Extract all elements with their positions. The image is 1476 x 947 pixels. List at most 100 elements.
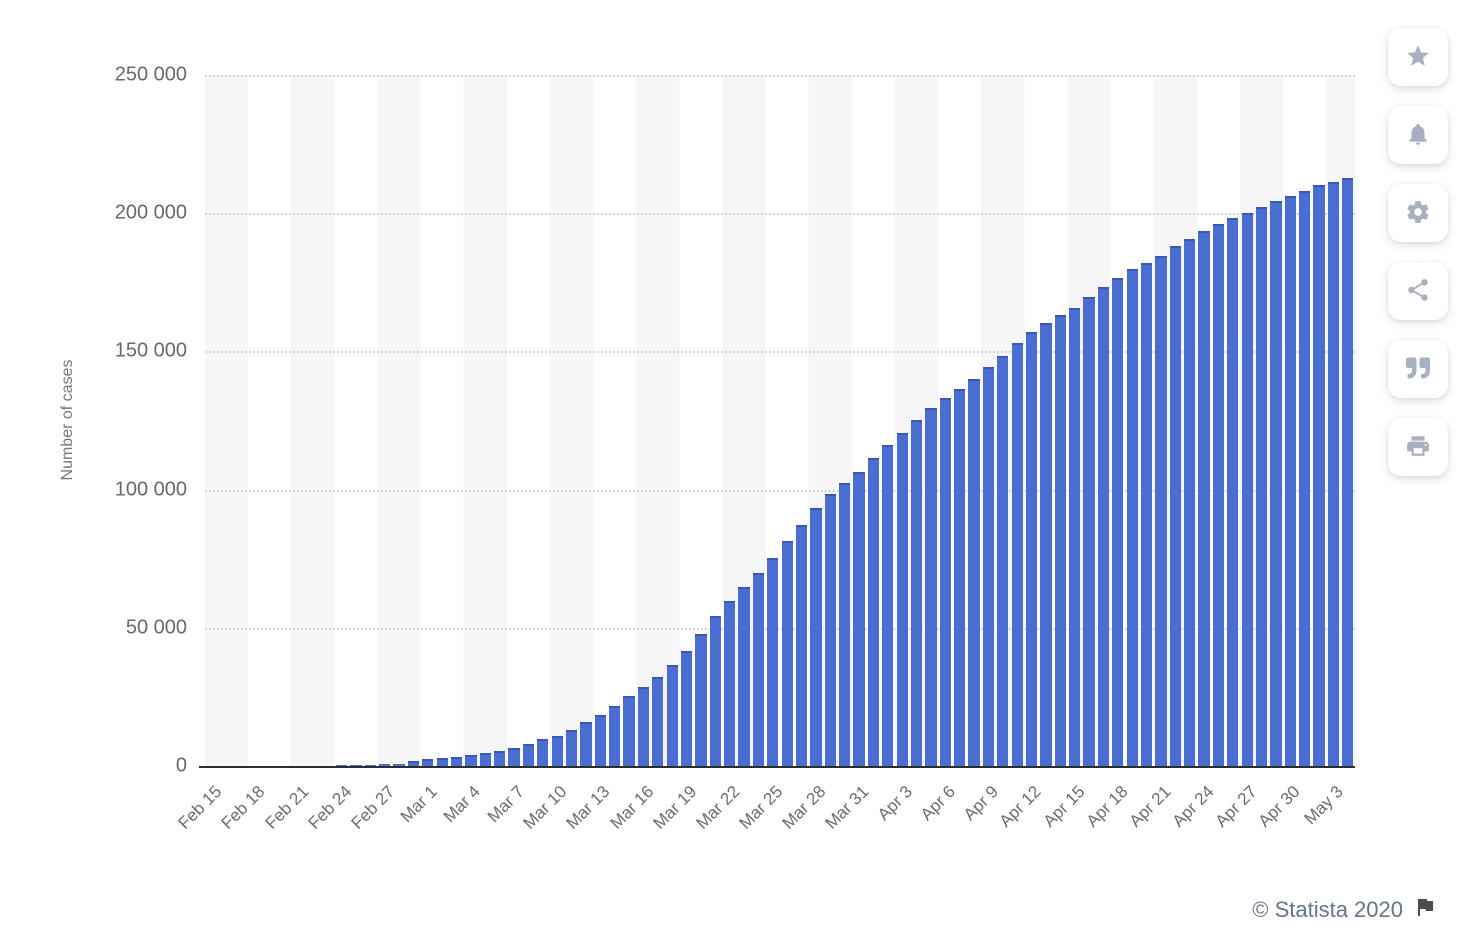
- y-tick-label: 50 000: [125, 616, 187, 639]
- bar[interactable]: [752, 572, 765, 766]
- bar[interactable]: [896, 432, 908, 766]
- bar[interactable]: [652, 676, 664, 766]
- bar[interactable]: [795, 524, 808, 766]
- favorite-button[interactable]: [1388, 28, 1448, 86]
- gridline: [205, 213, 1355, 216]
- y-axis: 250 000 200 000 150 000 100 000 50 000 0: [0, 64, 187, 777]
- x-tick-label: Apr 30: [1254, 782, 1304, 831]
- gridline: [205, 75, 1355, 77]
- bar[interactable]: [709, 615, 721, 766]
- share-button[interactable]: [1388, 262, 1448, 320]
- bar[interactable]: [1097, 287, 1110, 766]
- bar[interactable]: [1198, 230, 1210, 766]
- bar[interactable]: [781, 541, 793, 766]
- x-tick-label: Mar 25: [735, 782, 787, 833]
- bar[interactable]: [1212, 224, 1225, 766]
- bar[interactable]: [724, 600, 736, 766]
- bar[interactable]: [882, 445, 894, 766]
- bar[interactable]: [968, 378, 980, 766]
- bar[interactable]: [1284, 196, 1296, 766]
- bar[interactable]: [680, 650, 693, 766]
- bar[interactable]: [1054, 314, 1066, 766]
- bar[interactable]: [939, 397, 951, 766]
- print-button[interactable]: [1388, 418, 1448, 476]
- bar[interactable]: [537, 738, 549, 766]
- bar[interactable]: [436, 758, 448, 766]
- bar[interactable]: [364, 764, 376, 766]
- bar[interactable]: [393, 763, 405, 766]
- bar[interactable]: [666, 665, 678, 766]
- bar[interactable]: [853, 471, 865, 766]
- bar[interactable]: [695, 634, 707, 766]
- bar[interactable]: [623, 695, 635, 766]
- x-tick-label: Mar 22: [692, 782, 744, 833]
- bar[interactable]: [508, 747, 520, 766]
- bar[interactable]: [609, 705, 621, 766]
- bar[interactable]: [1255, 207, 1268, 766]
- x-tick-label: Mar 10: [519, 782, 571, 833]
- bar[interactable]: [335, 765, 348, 766]
- bar[interactable]: [594, 715, 606, 766]
- bar[interactable]: [839, 482, 851, 766]
- bar[interactable]: [1342, 178, 1354, 766]
- bar[interactable]: [450, 757, 463, 766]
- bar[interactable]: [465, 755, 477, 766]
- bar[interactable]: [350, 765, 362, 766]
- x-tick-label: Apr 21: [1125, 782, 1175, 831]
- x-tick-label: Feb 27: [347, 782, 399, 833]
- bar[interactable]: [738, 587, 750, 766]
- bar[interactable]: [1327, 181, 1340, 766]
- bar[interactable]: [1313, 185, 1325, 766]
- bar[interactable]: [494, 751, 506, 766]
- bar[interactable]: [925, 407, 937, 766]
- x-tick-label: Apr 12: [996, 782, 1045, 831]
- settings-button[interactable]: [1388, 184, 1448, 242]
- y-tick-label: 250 000: [114, 63, 187, 86]
- bar[interactable]: [522, 743, 535, 766]
- y-tick-label: 0: [175, 754, 187, 777]
- bar[interactable]: [565, 729, 578, 766]
- notifications-button[interactable]: [1388, 106, 1448, 164]
- bar[interactable]: [1227, 217, 1239, 766]
- bar[interactable]: [1270, 201, 1282, 766]
- bar[interactable]: [1184, 238, 1196, 766]
- printer-icon: [1405, 433, 1431, 462]
- bar[interactable]: [1155, 255, 1167, 766]
- bar[interactable]: [637, 686, 650, 766]
- bar[interactable]: [407, 760, 420, 766]
- bar[interactable]: [479, 753, 491, 766]
- x-tick-label: Apr 15: [1039, 782, 1089, 831]
- y-axis-title: Number of cases: [59, 359, 76, 481]
- cite-button[interactable]: [1388, 340, 1448, 398]
- bar[interactable]: [551, 735, 563, 766]
- share-icon: [1405, 277, 1431, 306]
- bar[interactable]: [422, 759, 434, 766]
- bar[interactable]: [1011, 343, 1023, 766]
- bar[interactable]: [982, 367, 995, 766]
- bar[interactable]: [379, 764, 391, 766]
- bar[interactable]: [1025, 331, 1038, 766]
- bar[interactable]: [1083, 297, 1095, 766]
- bar[interactable]: [954, 389, 966, 766]
- bar[interactable]: [997, 356, 1009, 766]
- bar[interactable]: [810, 508, 822, 766]
- bar[interactable]: [1169, 246, 1181, 766]
- bar[interactable]: [1126, 269, 1138, 766]
- x-tick-label: Feb 18: [217, 782, 269, 833]
- bar[interactable]: [867, 458, 880, 766]
- bar[interactable]: [910, 419, 923, 766]
- bar[interactable]: [1140, 263, 1153, 766]
- bar[interactable]: [580, 722, 592, 766]
- x-tick-label: Feb 15: [174, 782, 226, 833]
- y-tick-label: 150 000: [114, 339, 187, 362]
- gridline: [205, 351, 1355, 354]
- bar[interactable]: [1040, 323, 1052, 766]
- bar[interactable]: [1069, 307, 1081, 766]
- bar[interactable]: [1112, 277, 1124, 766]
- bar[interactable]: [1299, 190, 1311, 766]
- y-tick-label: 200 000: [114, 201, 187, 224]
- bar[interactable]: [824, 494, 836, 766]
- gridline: [205, 489, 1355, 492]
- bar[interactable]: [1241, 212, 1253, 766]
- bar[interactable]: [767, 558, 779, 766]
